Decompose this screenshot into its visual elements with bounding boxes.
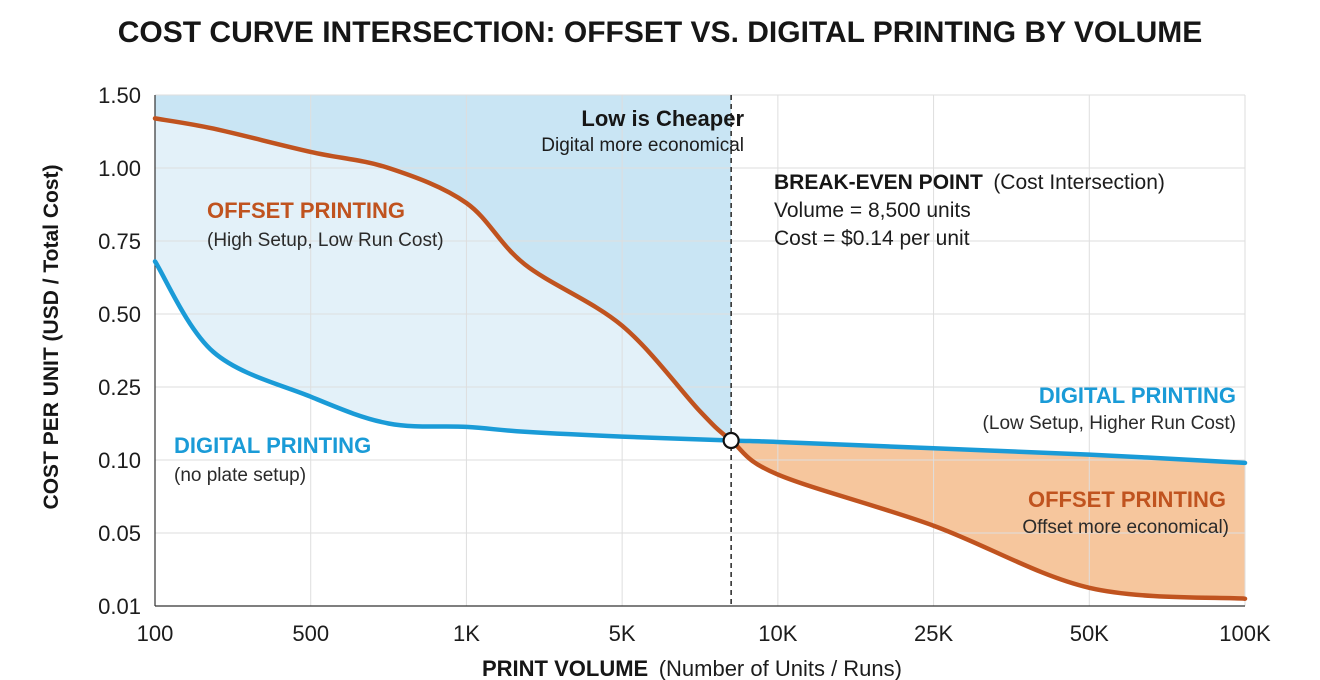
break-even-marker (722, 431, 740, 450)
chart-title: COST CURVE INTERSECTION: OFFSET VS. DIGI… (118, 16, 1203, 49)
offset-economical-region (731, 440, 1245, 599)
y-tick-label: 1.50 (98, 83, 141, 108)
x-tick-label: 50K (1070, 621, 1109, 646)
shaded-regions (155, 95, 1245, 599)
y-tick-label: 0.10 (98, 448, 141, 473)
low-cheaper-label: Low is Cheaper (581, 106, 744, 131)
x-tick-label: 100K (1219, 621, 1271, 646)
x-tick-label: 25K (914, 621, 953, 646)
y-tick-label: 0.01 (98, 594, 141, 619)
digital-economical-label: Digital more economical (541, 135, 744, 156)
break-even-heading: BREAK-EVEN POINT (Cost Intersection) (774, 171, 1165, 194)
x-axis-label: PRINT VOLUME (Number of Units / Runs) (482, 656, 902, 680)
offset-right-title: OFFSET PRINTING (1028, 487, 1226, 512)
y-tick-label: 0.05 (98, 521, 141, 546)
break-even-cost: Cost = $0.14 per unit (774, 227, 970, 250)
break-even-suffix: (Cost Intersection) (993, 171, 1165, 194)
break-even-marker-group (722, 431, 740, 450)
break-even-volume: Volume = 8,500 units (774, 199, 971, 222)
offset-right-subtitle: Offset more economical) (1022, 517, 1229, 538)
digital-printing-line (152, 259, 1248, 466)
offset-left-subtitle: (High Setup, Low Run Cost) (207, 230, 444, 251)
offset-printing-line (152, 116, 1248, 601)
x-axis-label-rest: (Number of Units / Runs) (659, 656, 902, 680)
x-tick-label: 500 (292, 621, 329, 646)
series-lines (152, 116, 1248, 601)
x-tick-labels: 100 500 1K 5K 10K 25K 50K 100K (137, 621, 1271, 646)
digital-right-subtitle: (Low Setup, Higher Run Cost) (983, 413, 1236, 434)
y-tick-label: 1.00 (98, 156, 141, 181)
break-even-title: BREAK-EVEN POINT (774, 171, 983, 194)
y-axis-label-text: COST PER UNIT (USD / Total Cost) (40, 165, 63, 510)
offset-left-title: OFFSET PRINTING (207, 198, 405, 223)
digital-left-title: DIGITAL PRINTING (174, 433, 371, 458)
y-tick-label: 0.75 (98, 229, 141, 254)
digital-right-title: DIGITAL PRINTING (1039, 383, 1236, 408)
x-tick-label: 1K (453, 621, 480, 646)
y-tick-label: 0.25 (98, 375, 141, 400)
y-tick-labels: 0.01 0.05 0.10 0.25 0.50 0.75 1.00 1.50 (98, 83, 141, 619)
x-axis-label-bold: PRINT VOLUME (482, 656, 648, 680)
y-axis-label: COST PER UNIT (USD / Total Cost) (40, 165, 63, 510)
x-tick-label: 100 (137, 621, 174, 646)
x-tick-label: 5K (609, 621, 636, 646)
digital-left-subtitle: (no plate setup) (174, 465, 306, 486)
y-tick-label: 0.50 (98, 302, 141, 327)
plot-axes (154, 95, 1245, 607)
curve-gap-region (155, 118, 732, 441)
x-tick-label: 10K (758, 621, 797, 646)
